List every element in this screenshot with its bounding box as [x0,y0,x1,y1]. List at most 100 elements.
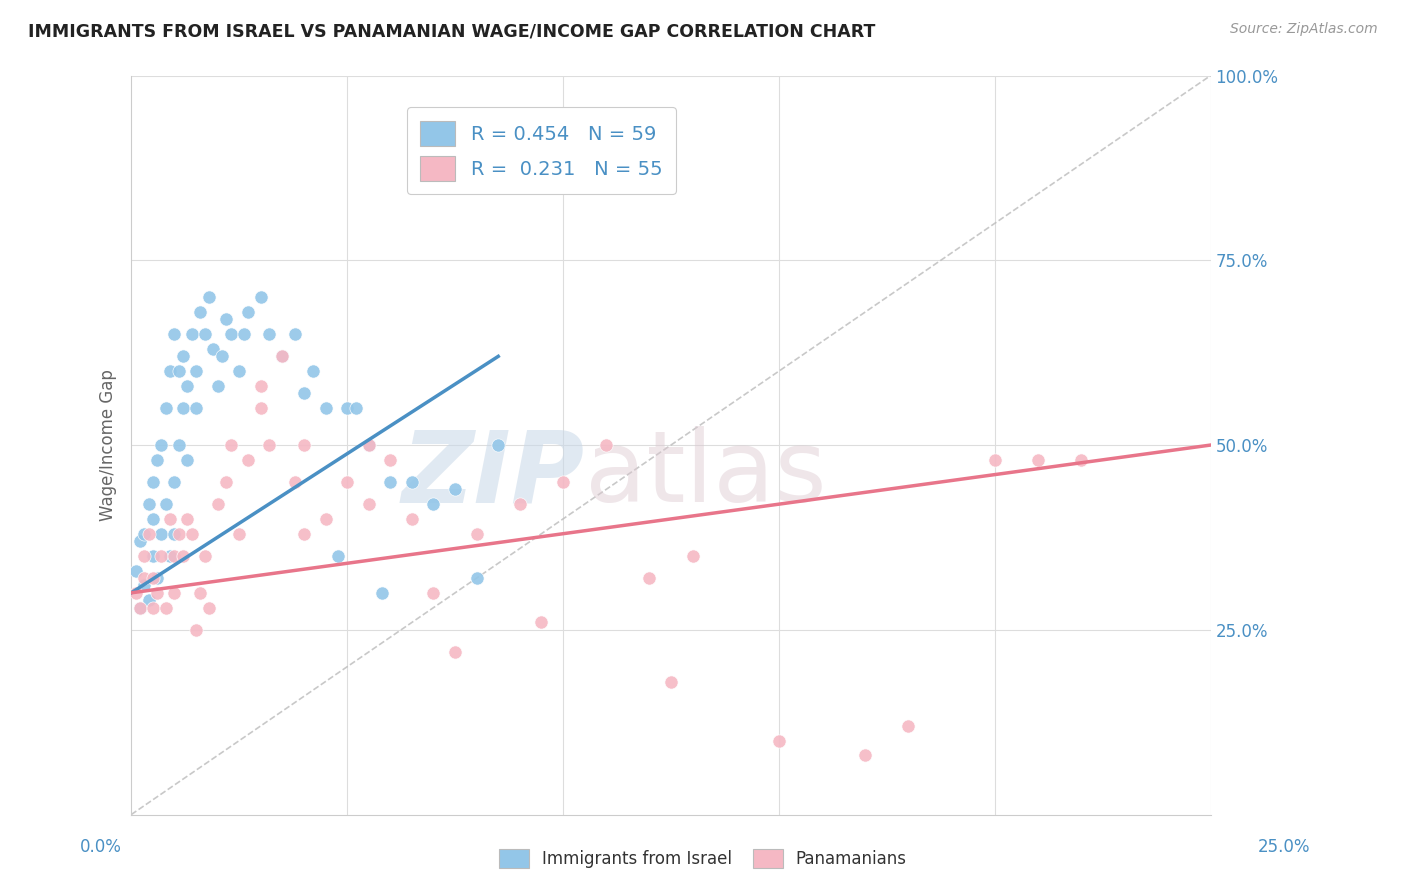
Text: Source: ZipAtlas.com: Source: ZipAtlas.com [1230,22,1378,37]
Point [659,674,682,689]
Point [249,290,271,304]
Point [180,327,202,342]
Point [128,600,150,615]
Point [336,401,359,415]
Point [292,386,315,401]
Point [198,290,221,304]
Text: 0.0%: 0.0% [80,838,122,855]
Text: 25.0%: 25.0% [1257,838,1310,855]
Point [124,586,146,600]
Point [128,534,150,549]
Y-axis label: Wage/Income Gap: Wage/Income Gap [100,369,117,521]
Point [124,564,146,578]
Point [163,327,186,342]
Point [155,497,177,511]
Point [984,452,1007,467]
Point [219,438,242,452]
Point [202,342,225,356]
Point [134,526,156,541]
Point [336,475,359,489]
Point [444,483,467,497]
Point [167,526,190,541]
Point [315,401,337,415]
Point [682,549,704,563]
Point [180,526,202,541]
Point [271,350,294,364]
Point [509,497,531,511]
Point [292,526,315,541]
Point [530,615,553,630]
Point [401,512,423,526]
Point [138,593,160,607]
Point [768,733,790,747]
Point [215,475,238,489]
Point [551,475,574,489]
Point [172,350,194,364]
Point [163,586,186,600]
Point [142,600,165,615]
Point [228,364,250,378]
Point [138,497,160,511]
Point [284,327,307,342]
Point [380,452,402,467]
Point [219,327,242,342]
Point [150,549,173,563]
Point [259,327,281,342]
Point [176,512,198,526]
Point [167,364,190,378]
Point [188,305,211,319]
Point [194,327,217,342]
Point [176,452,198,467]
Point [292,438,315,452]
Point [357,438,380,452]
Point [146,586,169,600]
Point [184,623,207,637]
Point [328,549,350,563]
Point [1026,452,1049,467]
Point [159,512,181,526]
Point [163,526,186,541]
Point [259,438,281,452]
Point [167,438,190,452]
Point [211,350,233,364]
Point [236,305,259,319]
Point [465,571,488,585]
Point [138,526,160,541]
Point [357,438,380,452]
Point [188,586,211,600]
Point [207,379,229,393]
Point [142,475,165,489]
Legend: R = 0.454   N = 59, R =  0.231   N = 55: R = 0.454 N = 59, R = 0.231 N = 55 [406,107,676,194]
Point [163,475,186,489]
Point [142,549,165,563]
Point [146,571,169,585]
Point [249,379,271,393]
Point [486,438,509,452]
Point [228,526,250,541]
Point [150,526,173,541]
Point [422,497,444,511]
Point [155,600,177,615]
Point [236,452,259,467]
Point [249,401,271,415]
Legend: Immigrants from Israel, Panamanians: Immigrants from Israel, Panamanians [492,842,914,875]
Point [198,600,221,615]
Point [422,586,444,600]
Point [380,475,402,489]
Point [207,497,229,511]
Point [595,438,617,452]
Point [150,438,173,452]
Point [142,571,165,585]
Point [163,549,186,563]
Text: ZIP: ZIP [402,426,585,523]
Text: IMMIGRANTS FROM ISRAEL VS PANAMANIAN WAGE/INCOME GAP CORRELATION CHART: IMMIGRANTS FROM ISRAEL VS PANAMANIAN WAG… [28,22,876,40]
Point [134,578,156,592]
Point [853,748,876,763]
Point [1070,452,1092,467]
Point [159,364,181,378]
Point [176,379,198,393]
Point [444,645,467,659]
Point [370,586,392,600]
Point [172,401,194,415]
Point [465,526,488,541]
